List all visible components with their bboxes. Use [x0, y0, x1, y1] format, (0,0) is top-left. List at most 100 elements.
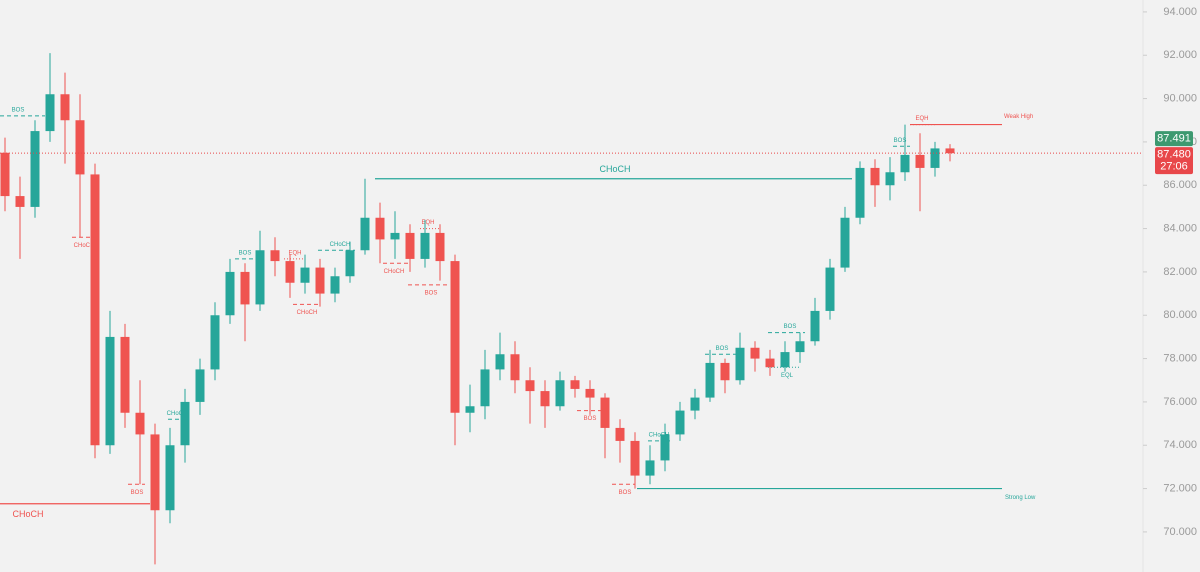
structure-label: BOS [784, 324, 797, 330]
structure-label: BOS [12, 107, 25, 113]
structure-label: CHoCH [74, 243, 95, 249]
candle-body [90, 174, 100, 446]
candle-body [390, 232, 400, 240]
candle-body [510, 354, 520, 381]
structure-label: EQH [288, 250, 301, 256]
candle-body [75, 120, 85, 175]
candle-body [120, 336, 130, 413]
candle-body [210, 315, 220, 370]
candle-body [0, 152, 10, 197]
candle-body [810, 310, 820, 342]
candle-body [315, 267, 325, 294]
candle-body [300, 267, 310, 283]
candle-body [435, 232, 445, 262]
candle-body [30, 131, 40, 207]
current-price-label: 87.480 [1157, 149, 1191, 161]
candle-body [690, 397, 700, 411]
structure-label: BOS [584, 416, 597, 422]
candle-body [180, 401, 190, 446]
structure-label: CHoCH [384, 269, 405, 275]
candle-body [570, 380, 580, 389]
y-tick-label: 92.000 [1163, 49, 1197, 61]
structure-label: EQH [915, 116, 928, 122]
y-tick-label: 78.000 [1163, 352, 1197, 364]
candle-body [555, 380, 565, 407]
candle-body [780, 352, 790, 368]
candle-body [660, 434, 670, 461]
y-tick-label: 86.000 [1163, 179, 1197, 191]
candle-body [495, 354, 505, 370]
candle-body [285, 261, 295, 283]
candle-body [450, 261, 460, 413]
structure-label: BOS [131, 490, 144, 496]
structure-label: CHoCH [12, 509, 43, 519]
last-price-label: 87.491 [1157, 133, 1191, 145]
candle-body [735, 347, 745, 381]
y-tick-label: 74.000 [1163, 439, 1197, 451]
structure-label: BOS [239, 250, 252, 256]
candle-body [675, 410, 685, 435]
candle-body [705, 362, 715, 398]
structure-label: BOS [425, 290, 438, 296]
candle-body [105, 336, 115, 446]
candle-body [885, 172, 895, 186]
candle-body [915, 154, 925, 168]
candle-body [195, 369, 205, 402]
candle-body [345, 250, 355, 277]
candle-body [825, 267, 835, 311]
y-tick-label: 90.000 [1163, 92, 1197, 104]
y-tick-label: 94.000 [1163, 6, 1197, 18]
candle-body [480, 369, 490, 407]
candle-body [165, 445, 175, 511]
candle-body [135, 412, 145, 435]
candle-body [765, 358, 775, 368]
candle-body [585, 388, 595, 398]
candle-body [45, 94, 55, 132]
structure-label: EQH [421, 220, 434, 226]
candle-body [900, 154, 910, 173]
candle-body [795, 341, 805, 353]
candle-body [645, 460, 655, 476]
candle-body [855, 167, 865, 218]
candle-body [615, 427, 625, 441]
candle-body [630, 440, 640, 476]
candle-body [840, 217, 850, 268]
structure-label: EQL [781, 373, 794, 379]
y-tick-label: 80.000 [1163, 309, 1197, 321]
y-tick-label: 82.000 [1163, 266, 1197, 278]
structure-label: Weak High [1004, 114, 1033, 120]
y-tick-label: 72.000 [1163, 482, 1197, 494]
structure-label: CHoCH [297, 310, 318, 316]
y-tick-label: 70.000 [1163, 526, 1197, 538]
candle-body [330, 276, 340, 294]
current-price-box [1155, 147, 1193, 175]
y-tick-label: 84.000 [1163, 222, 1197, 234]
candle-body [720, 362, 730, 381]
structure-label: CHoCH [649, 432, 670, 438]
candle-body [405, 232, 415, 259]
structure-label: CHoCH [599, 164, 630, 174]
candle-body [930, 148, 940, 168]
candle-body [270, 250, 280, 262]
candle-body [945, 148, 955, 154]
last-price-box [1155, 131, 1193, 147]
candle-body [255, 250, 265, 305]
candle-body [540, 391, 550, 407]
candle-body [600, 397, 610, 428]
candle-body [60, 94, 70, 121]
candle-body [360, 217, 370, 251]
structure-label: Strong Low [1005, 495, 1036, 501]
candle-body [15, 196, 25, 207]
structure-label: BOS [894, 138, 907, 144]
candle-body [525, 380, 535, 392]
candle-body [870, 167, 880, 186]
structure-label: BOS [716, 346, 729, 352]
candle-body [420, 232, 430, 259]
countdown-label: 27:06 [1160, 161, 1188, 173]
candle-body [225, 271, 235, 316]
candle-body [375, 217, 385, 240]
candle-body [750, 347, 760, 359]
structure-label: CHoCH [167, 411, 188, 417]
candle-body [150, 434, 160, 511]
